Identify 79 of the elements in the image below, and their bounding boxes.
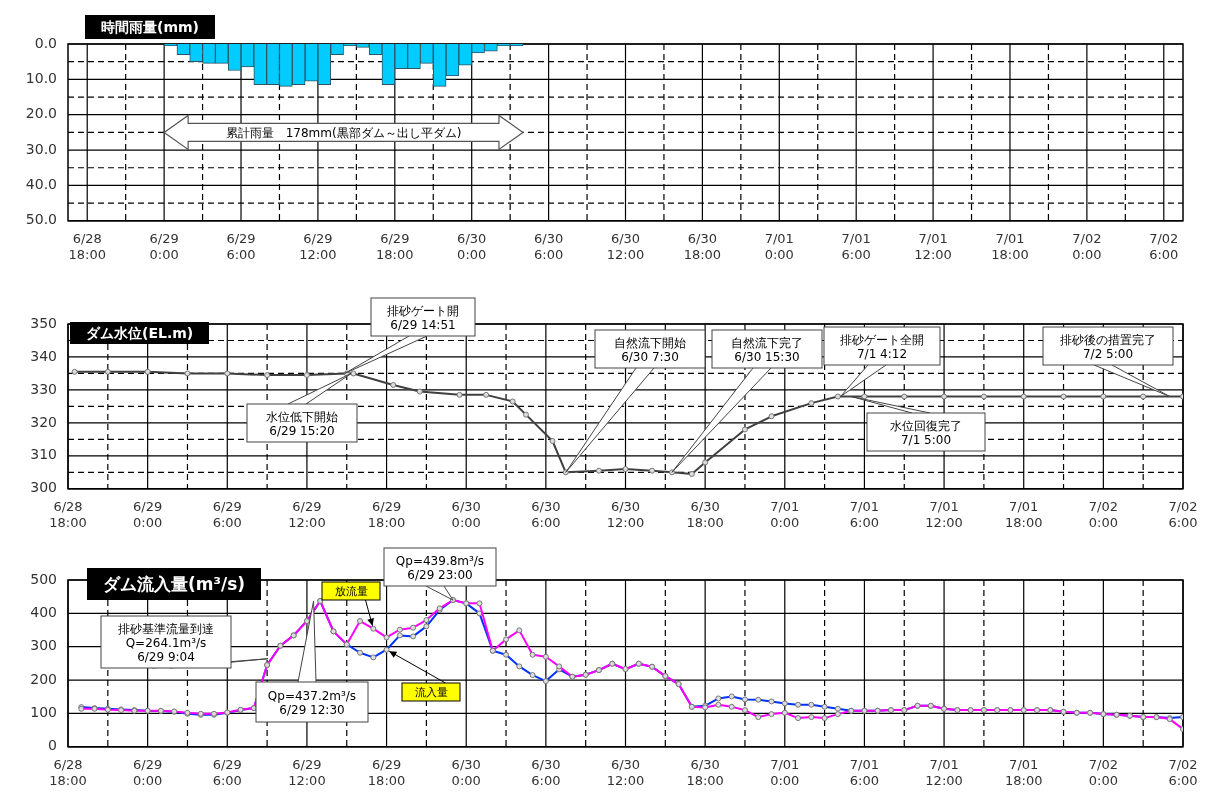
y-tick-label: 50.0 (25, 211, 57, 228)
y-tick-label: 500 (30, 570, 57, 587)
x-tick-label: 7/01 18:00 (991, 230, 1029, 262)
x-tick-label: 6/30 0:00 (457, 230, 487, 262)
y-tick-label: 0.0 (34, 34, 57, 51)
x-tick-label: 6/30 6:00 (534, 230, 564, 262)
x-tick-label: 6/30 18:00 (686, 756, 724, 788)
x-tick-label: 7/02 0:00 (1088, 498, 1118, 530)
y-tick-label: 340 (30, 347, 57, 364)
annotation: 水位回復完了 7/1 5:00 (890, 418, 962, 447)
x-tick-label: 6/28 18:00 (49, 498, 87, 530)
y-tick-label: 310 (30, 446, 57, 463)
x-tick-label: 6/30 0:00 (451, 756, 481, 788)
x-tick-label: 7/01 12:00 (914, 230, 952, 262)
x-tick-label: 7/01 0:00 (770, 756, 800, 788)
y-tick-label: 200 (30, 670, 57, 687)
x-tick-label: 7/02 0:00 (1072, 230, 1102, 262)
x-tick-label: 6/29 6:00 (212, 756, 242, 788)
x-tick-label: 7/01 0:00 (764, 230, 794, 262)
x-tick-label: 7/01 0:00 (770, 498, 800, 530)
annotation: 累計雨量 178mm(黒部ダム～出し平ダム) (225, 125, 462, 140)
x-tick-label: 6/29 12:00 (288, 498, 326, 530)
chart-title: ダム水位(EL.m) (70, 322, 210, 344)
y-tick-label: 400 (30, 604, 57, 620)
x-tick-label: 7/01 6:00 (841, 230, 871, 262)
annotation: 排砂後の措置完了 7/2 5:00 (1060, 332, 1156, 361)
x-tick-label: 7/02 6:00 (1168, 498, 1198, 530)
annotation: 水位低下開始 6/29 15:20 (266, 409, 338, 438)
x-tick-label: 6/29 18:00 (376, 230, 414, 262)
series-label: 放流量 (334, 585, 368, 598)
x-tick-label: 6/30 12:00 (606, 756, 645, 788)
y-tick-label: 100 (30, 704, 57, 721)
x-tick-label: 6/30 0:00 (451, 498, 481, 530)
y-tick-label: 20.0 (25, 105, 57, 122)
chart-title: 時間雨量(mm) (85, 15, 215, 39)
annotation: 自然流下開始 6/30 7:30 (614, 335, 686, 364)
x-tick-label: 6/28 18:00 (68, 230, 106, 262)
annotation: 排砂ゲート開 6/29 14:51 (387, 303, 459, 332)
x-tick-label: 6/29 6:00 (212, 498, 242, 530)
x-tick-label: 7/01 18:00 (1004, 498, 1043, 530)
x-tick-label: 6/28 18:00 (49, 756, 87, 788)
x-tick-label: 7/02 6:00 (1149, 230, 1179, 262)
x-tick-label: 6/29 0:00 (133, 498, 163, 530)
x-tick-label: 6/29 12:00 (288, 756, 326, 788)
x-tick-label: 6/29 12:00 (299, 230, 337, 262)
annotation: 自然流下完了 6/30 15:30 (731, 335, 803, 364)
x-tick-label: 6/30 6:00 (531, 756, 561, 788)
y-tick-label: 40.0 (25, 176, 57, 193)
x-tick-label: 6/30 18:00 (686, 498, 724, 530)
x-tick-label: 7/01 6:00 (849, 756, 880, 788)
annotation: Qp=437.2m³/s 6/29 12:30 (267, 688, 357, 717)
y-tick-label: 0 (48, 737, 57, 754)
x-tick-label: 6/30 18:00 (683, 230, 722, 262)
x-tick-label: 7/01 18:00 (1004, 756, 1043, 788)
annotation: 排砂ゲート全開 7/1 4:12 (840, 332, 924, 361)
x-tick-label: 6/30 6:00 (531, 498, 561, 530)
x-tick-label: 6/29 18:00 (367, 756, 406, 788)
x-tick-label: 7/01 12:00 (925, 756, 963, 788)
x-tick-label: 6/30 12:00 (606, 230, 645, 262)
x-tick-label: 7/01 6:00 (849, 498, 880, 530)
y-tick-label: 10.0 (25, 70, 57, 86)
x-tick-label: 7/01 12:00 (925, 498, 963, 530)
x-tick-label: 7/02 0:00 (1088, 756, 1118, 788)
y-tick-label: 30.0 (25, 140, 57, 157)
x-tick-label: 6/29 0:00 (149, 230, 179, 262)
chart-title: ダム流入量(m³/s) (87, 568, 262, 600)
y-tick-label: 350 (30, 314, 57, 331)
y-tick-label: 300 (30, 479, 57, 496)
x-tick-label: 6/30 12:00 (606, 498, 645, 530)
annotation: Qp=439.8m³/s 6/29 23:00 (395, 553, 485, 582)
y-tick-label: 320 (30, 413, 57, 430)
annotation: 排砂基準流量到達 Q=264.1m³/s 6/29 9:04 (118, 621, 214, 664)
y-tick-label: 330 (30, 380, 57, 397)
y-tick-label: 300 (30, 637, 57, 654)
x-tick-label: 6/29 18:00 (367, 498, 406, 530)
x-tick-label: 6/29 6:00 (226, 230, 256, 262)
x-tick-label: 7/02 6:00 (1168, 756, 1198, 788)
text: 流入量 (414, 686, 448, 699)
x-tick-label: 6/29 0:00 (133, 756, 163, 788)
